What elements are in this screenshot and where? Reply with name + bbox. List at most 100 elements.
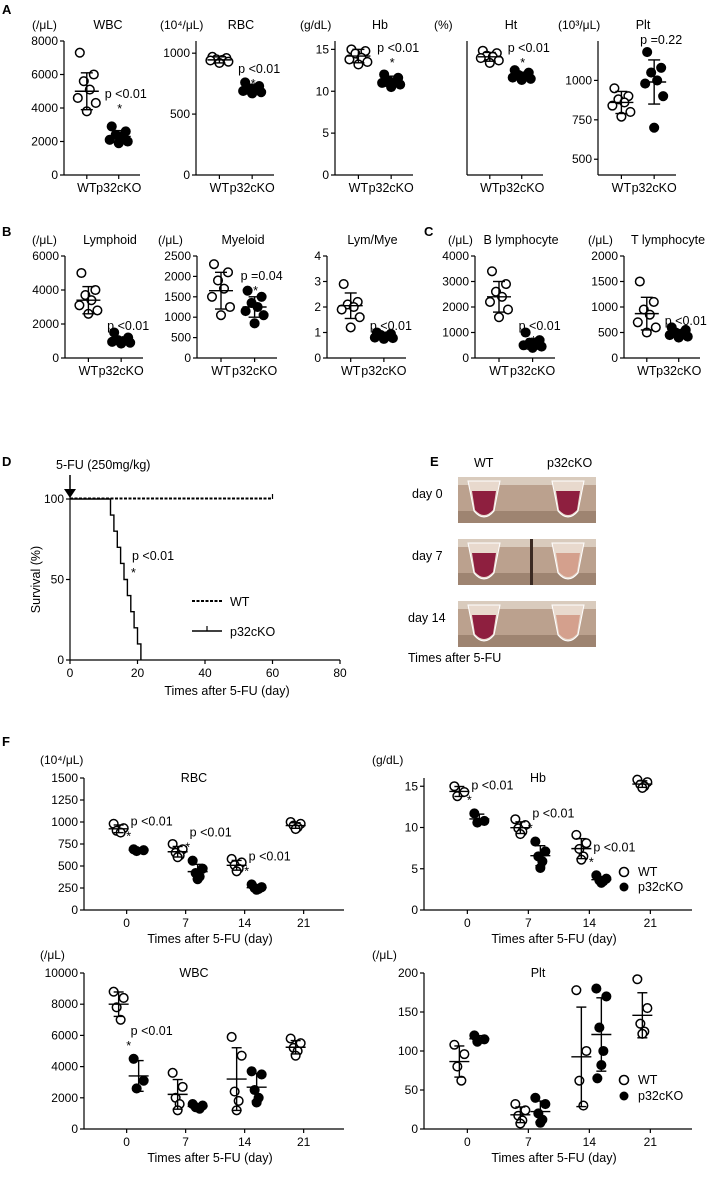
x-tick-label: 14: [238, 916, 252, 930]
data-point: [625, 106, 636, 117]
data-point: [344, 54, 355, 65]
y-tick-label: 2500: [164, 249, 191, 263]
y-tick-label: 500: [598, 326, 618, 340]
p-value: p <0.01: [131, 814, 173, 828]
p-value: p =0.04: [241, 269, 283, 283]
data-point: [109, 327, 120, 338]
y-tick-label: 0: [71, 903, 78, 917]
significance-star: *: [390, 56, 395, 70]
data-point: [609, 83, 620, 94]
data-point: [387, 333, 398, 344]
y-tick-label: 0: [52, 351, 59, 365]
data-point: [90, 284, 101, 296]
legend-wt-label: WT: [230, 595, 250, 609]
y-tick-label: 0: [183, 168, 190, 182]
chart-b-lymmye: 0 1 2 3 4 Lym/Mye WT p32cKO p <0.01*: [314, 233, 412, 378]
y-tick-label: 500: [171, 331, 191, 345]
y-tick-label: 200: [398, 966, 418, 980]
chart-a-ht: (%) Ht WT p32cKO p <0.01*: [434, 18, 550, 195]
photo-seam: [530, 539, 533, 585]
d-star: *: [131, 566, 136, 580]
chart-a-plt: 500 750 1000 (10³/μL) Plt WT p32cKO p =0.22: [558, 18, 682, 195]
chart-f-wbc: 0 2000 4000 6000 8000 10000 (/μL) WBC 0 7 14 21 Time…: [40, 948, 344, 1165]
y-tick-label: 150: [398, 1005, 418, 1019]
y-tick-label: 8000: [31, 34, 58, 48]
data-point: [574, 1075, 585, 1086]
significance-star: *: [120, 334, 125, 348]
chart-title: RBC: [228, 18, 254, 32]
x-tick-label: WT: [637, 364, 657, 378]
y-tick-label: 1000: [164, 310, 191, 324]
data-point: [88, 69, 99, 80]
data-point: [369, 332, 380, 343]
chart-title: WBC: [179, 966, 208, 980]
chart-a-rbc: 0 500 1000 (10⁴/μL) RBC WT p32cKO p <0.01*: [160, 18, 280, 195]
data-point: [92, 305, 103, 316]
data-point: [571, 985, 582, 996]
chart-survival: 0 50 100 0 20 40 60 80 Times after 5-FU (day) Sur…: [29, 492, 347, 698]
x-tick-label: p32cKO: [232, 364, 277, 378]
p-value: p =0.22: [640, 33, 682, 47]
y-tick-label: 2000: [32, 317, 59, 331]
y-tick-label: 2: [314, 300, 321, 314]
data-point: [591, 983, 602, 994]
e-caption: Times after 5-FU: [408, 651, 501, 665]
significance-star: *: [117, 102, 122, 116]
unit-label: (/μL): [40, 948, 65, 962]
x-tick-label: 21: [644, 1135, 658, 1149]
chart-title: Lymphoid: [83, 233, 137, 247]
x-tick-label: p32cKO: [369, 181, 414, 195]
chart-title: T lymphocyte: [631, 233, 705, 247]
x-tick-label: 0: [464, 1135, 471, 1149]
y-tick-label: 6000: [51, 1028, 78, 1042]
y-tick-label: 0: [322, 168, 329, 182]
data-point: [632, 317, 643, 328]
data-point: [208, 259, 220, 270]
y-tick-label: 5: [411, 862, 418, 876]
chart-title: Myeloid: [221, 233, 264, 247]
y-tick-label: 1000: [591, 300, 618, 314]
p-value: p <0.01: [107, 319, 149, 333]
unit-label: (g/dL): [372, 753, 403, 767]
chart-f-hb: 0 5 10 15(g/dL) Hb 0 7 14 21 Times after 5-FU (da…: [372, 753, 692, 946]
x-tick-label: 7: [182, 916, 189, 930]
y-tick-label: 1000: [51, 815, 78, 829]
p-value: p <0.01: [471, 778, 513, 792]
data-point: [642, 46, 653, 58]
data-point: [362, 56, 373, 67]
tube-photo-panel: WT p32cKO day 0 day 7 day 14 Times after…: [408, 456, 596, 665]
x-tick-label: WT: [612, 181, 632, 195]
chart-c-t: 0 500 1000 1500 2000 (/μL) T lymphocyte WT p32cK…: [588, 233, 707, 378]
data-point: [581, 1045, 592, 1057]
x-tick-label: 80: [333, 666, 347, 680]
significance-star: *: [253, 284, 258, 298]
chart-title: Ht: [505, 18, 518, 32]
data-point: [256, 1069, 267, 1080]
data-point: [167, 1067, 178, 1078]
data-point: [354, 312, 365, 323]
data-point: [646, 67, 657, 78]
x-axis-label: Times after 5-FU (day): [491, 1151, 616, 1165]
significance-star: *: [382, 334, 387, 348]
significance-star: *: [251, 77, 256, 91]
panel-label-e: E: [430, 454, 439, 469]
data-point: [644, 309, 655, 320]
data-point: [215, 310, 227, 321]
unit-label: (10³/μL): [558, 18, 600, 32]
data-point: [177, 1081, 188, 1092]
chart-f-rbc: 0 250 500 750 1000 1250 1500 (10⁴/μL) RBC 0 7 14 21 T…: [40, 753, 344, 946]
p-value: p <0.01: [131, 1024, 173, 1038]
chart-title: Hb: [372, 18, 388, 32]
data-point: [223, 56, 234, 67]
panel-label-b: B: [2, 224, 11, 239]
y-tick-label: 6000: [32, 249, 59, 263]
data-point: [138, 1075, 149, 1086]
chart-title: Hb: [530, 771, 546, 785]
legend-f-top: WT p32cKO: [618, 865, 683, 894]
data-point: [348, 301, 359, 313]
rack-edge: [458, 539, 596, 547]
data-point: [72, 92, 83, 103]
x-axis-label: Times after 5-FU (day): [164, 684, 289, 698]
y-tick-label: 1500: [51, 771, 78, 785]
